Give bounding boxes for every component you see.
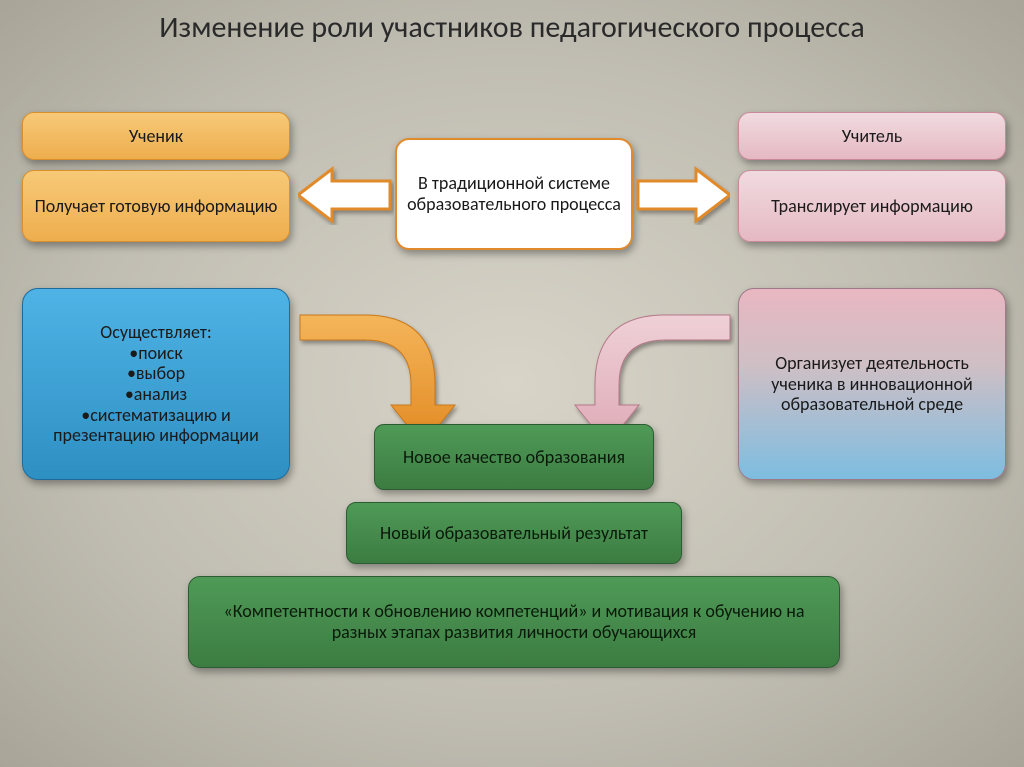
result-competence-label: «Компетентности к обновлению компетенций… [199, 601, 829, 642]
teacher-innovative-label: Организует деятельность ученика в иннова… [749, 353, 995, 415]
arrow-right-icon [634, 165, 730, 225]
center-traditional-box: В традиционной системе образовательного … [395, 138, 633, 250]
student-traditional: Получает готовую информацию [22, 170, 290, 242]
result-outcome-label: Новый образовательный результат [380, 523, 648, 544]
student-innovative-label: Осуществляет:•поиск•выбор•анализ•система… [33, 322, 279, 446]
teacher-innovative-box: Организует деятельность ученика в иннова… [738, 288, 1006, 480]
student-header: Ученик [22, 112, 290, 160]
teacher-header-label: Учитель [842, 126, 902, 147]
teacher-header: Учитель [738, 112, 1006, 160]
student-innovative-box: Осуществляет:•поиск•выбор•анализ•система… [22, 288, 290, 480]
teacher-traditional-label: Транслирует информацию [771, 196, 973, 217]
result-quality-box: Новое качество образования [374, 424, 654, 490]
result-quality-label: Новое качество образования [403, 447, 625, 468]
result-competence-box: «Компетентности к обновлению компетенций… [188, 576, 840, 668]
teacher-traditional: Транслирует информацию [738, 170, 1006, 242]
student-traditional-label: Получает готовую информацию [35, 196, 278, 217]
student-header-label: Ученик [129, 126, 183, 147]
page-title: Изменение роли участников педагогическог… [0, 10, 1024, 46]
arrow-left-icon [298, 165, 394, 225]
center-traditional-label: В традиционной системе образовательного … [407, 173, 621, 214]
result-outcome-box: Новый образовательный результат [346, 502, 682, 564]
